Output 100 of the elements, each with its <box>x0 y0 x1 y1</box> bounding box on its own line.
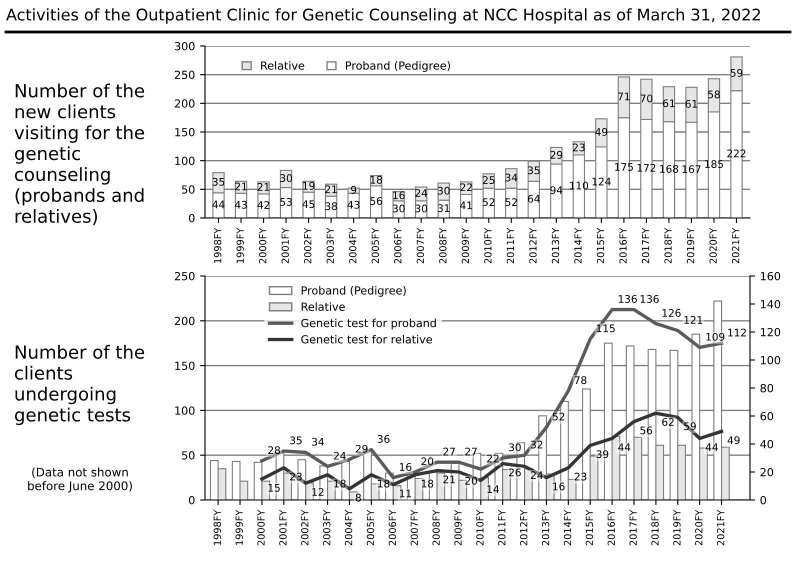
data-label: 110 <box>570 182 588 190</box>
x-tick-label: 2019FY <box>673 510 681 546</box>
y2-tick-label: 100 <box>760 356 780 364</box>
chart-title: Activities of the Outpatient Clinic for Genetic Counseling at NCC Hospital as of March 31, 2022 <box>6 8 760 24</box>
data-label: 21 <box>258 183 270 191</box>
x-tick-label: 2012FY <box>529 228 537 264</box>
y2-tick-label: 0 <box>760 496 766 504</box>
data-label: 78 <box>574 376 586 384</box>
text: Number of the clients undergoing genetic tests <box>14 344 144 426</box>
x-tick-label: 2014FY <box>564 510 572 546</box>
x-tick-label: 2001FY <box>279 510 287 546</box>
data-label: 18 <box>370 176 382 184</box>
data-label: 35 <box>528 166 540 174</box>
data-label: 29 <box>550 150 562 159</box>
data-label: 18 <box>334 480 346 488</box>
data-label: 24 <box>334 452 346 460</box>
y-tick-label: 150 <box>175 128 195 136</box>
data-label: 44 <box>212 200 225 208</box>
text: (Data not shown before June 2000) <box>28 467 132 492</box>
data-label: 25 <box>482 176 494 184</box>
data-label: 168 <box>660 164 678 173</box>
data-label: 16 <box>393 191 405 200</box>
x-tick-label: 1999FY <box>235 510 243 545</box>
x-tick-label: 2011FY <box>506 228 514 264</box>
y-tick-label: 150 <box>175 362 195 370</box>
data-label: 185 <box>705 160 723 168</box>
x-tick-label: 2007FY <box>410 510 418 546</box>
y-tick-label: 0 <box>188 496 195 504</box>
data-label: 56 <box>640 426 652 434</box>
x-tick-label: 2009FY <box>454 510 462 546</box>
data-label: 109 <box>706 332 724 341</box>
y2-tick-label: 60 <box>760 412 774 420</box>
x-tick-label: 2018FY <box>651 510 659 546</box>
data-label: 42 <box>257 201 270 209</box>
data-label: 29 <box>356 444 368 453</box>
data-label: 23 <box>574 472 586 481</box>
data-label: 12 <box>312 488 324 496</box>
data-label: 21 <box>443 475 455 484</box>
data-label: 11 <box>400 490 412 498</box>
data-label: 59 <box>684 422 696 430</box>
data-label: 30 <box>509 443 521 452</box>
data-label: 20 <box>421 457 434 466</box>
data-label: 18 <box>378 480 390 488</box>
data-label: 136 <box>618 295 637 303</box>
data-label: 136 <box>640 295 659 303</box>
data-label: 26 <box>508 468 521 476</box>
x-tick-label: 2009FY <box>462 228 470 264</box>
data-label: 27 <box>465 448 477 456</box>
y-tick-label: 100 <box>175 156 195 166</box>
x-tick-label: 2014FY <box>574 228 582 264</box>
y-tick-label: 0 <box>188 214 195 222</box>
y-tick-label: 250 <box>174 70 195 80</box>
data-label: 22 <box>460 183 472 192</box>
x-tick-label: 2004FY <box>349 228 356 264</box>
data-label: 35 <box>290 436 302 444</box>
data-label: 71 <box>618 92 630 100</box>
data-label: 94 <box>550 186 562 194</box>
data-label: 28 <box>268 446 280 454</box>
data-label: 126 <box>662 309 681 317</box>
x-tick-label: 2012FY <box>520 510 528 546</box>
data-label: 121 <box>684 316 702 324</box>
data-label: 124 <box>592 178 611 186</box>
legend-label: Genetic test for relative <box>301 334 432 344</box>
data-label: 41 <box>460 202 472 210</box>
y-tick-label: 50 <box>182 185 195 194</box>
x-tick-label: 2008FY <box>439 228 447 264</box>
data-label: 39 <box>596 450 608 458</box>
data-label: 24 <box>415 189 428 197</box>
data-label: 52 <box>482 198 494 206</box>
data-label: 14 <box>487 485 500 493</box>
y-tick-label: 50 <box>182 451 195 460</box>
x-tick-label: 2016FY <box>608 510 615 546</box>
data-label: 32 <box>530 440 542 448</box>
y2-tick-label: 140 <box>760 300 780 308</box>
x-tick-label: 2002FY <box>301 510 309 546</box>
legend-label: Relative <box>261 61 304 70</box>
legend-label: Proband (Pedigree) <box>302 286 406 297</box>
data-label: 22 <box>487 454 499 462</box>
data-label: 21 <box>325 185 337 194</box>
legend-label: Genetic test for proband <box>301 318 436 330</box>
x-tick-label: 2016FY <box>619 228 627 264</box>
x-tick-label: 2020FY <box>709 228 717 264</box>
y-tick-label: 250 <box>174 272 195 280</box>
data-label: 16 <box>553 482 565 490</box>
x-tick-label: 1999FY <box>236 228 244 263</box>
data-label: 49 <box>595 128 608 136</box>
x-tick-label: 2003FY <box>326 228 334 264</box>
x-tick-label: 1998FY <box>214 510 221 545</box>
x-tick-label: 2007FY <box>416 228 424 264</box>
x-tick-label: 2008FY <box>432 510 440 546</box>
data-label: 61 <box>663 99 675 108</box>
data-label: 16 <box>400 463 412 471</box>
x-tick-label: 2004FY <box>344 510 352 546</box>
y2-tick-label: 40 <box>760 440 774 448</box>
data-label: 53 <box>280 198 292 206</box>
x-tick-label: 2019FY <box>686 228 694 264</box>
data-label: 35 <box>212 178 224 186</box>
x-tick-label: 2000FY <box>259 228 266 264</box>
data-label: 44 <box>618 443 630 451</box>
data-label: 9 <box>350 186 356 194</box>
